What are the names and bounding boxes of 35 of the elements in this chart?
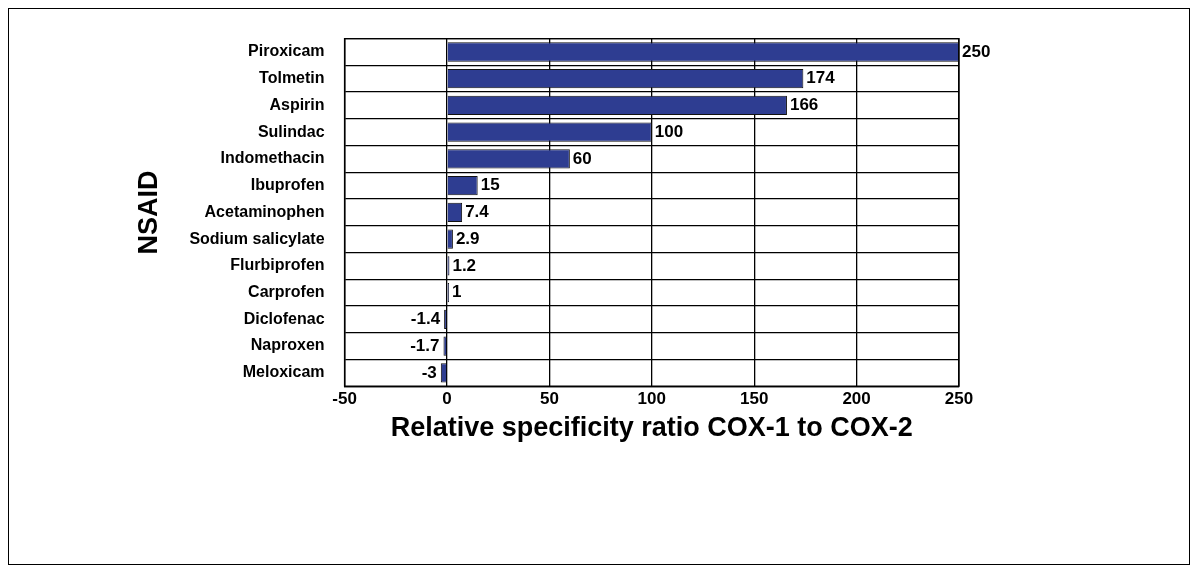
y-tick-label: Piroxicam (248, 42, 325, 60)
data-label: -1.4 (410, 309, 441, 329)
y-tick-label: Tolmetin (259, 69, 325, 87)
x-axis-title: Relative specificity ratio COX-1 to COX-2 (390, 412, 913, 443)
data-label: 166 (789, 95, 819, 115)
y-tick-label: Flurbiprofen (230, 256, 325, 274)
data-label: 60 (572, 148, 592, 168)
y-tick-label: Naproxen (250, 336, 325, 354)
y-tick-label: Sulindac (257, 122, 325, 140)
data-label: -1.7 (410, 335, 440, 355)
y-tick-label: Sodium salicylate (189, 229, 325, 247)
y-tick-label: Acetaminophen (204, 202, 325, 220)
data-label: 15 (480, 175, 500, 195)
y-tick-label: Carprofen (248, 283, 325, 301)
data-label: 250 (962, 41, 991, 61)
data-label: 2.9 (455, 228, 480, 248)
data-label: 7.4 (465, 202, 490, 222)
x-tick-label: 250 (944, 389, 974, 409)
x-tick-label: 50 (539, 389, 559, 409)
x-tick-label: -50 (332, 389, 357, 409)
data-label: 1.2 (452, 255, 477, 275)
data-label: 1 (452, 282, 462, 302)
y-tick-label: Meloxicam (242, 363, 325, 381)
data-label: -3 (421, 362, 437, 382)
y-axis-title: NSAID (132, 170, 163, 255)
y-tick-label: Aspirin (269, 95, 325, 113)
y-tick-label: Indomethacin (220, 149, 325, 167)
x-tick-label: 200 (842, 389, 871, 409)
x-tick-label: 100 (637, 389, 666, 409)
data-label: 174 (806, 68, 836, 88)
y-tick-label: Ibuprofen (250, 176, 325, 194)
x-tick-label: 150 (740, 389, 769, 409)
x-tick-label: 0 (442, 389, 452, 409)
data-label: 100 (654, 121, 684, 141)
y-tick-label: Diclofenac (243, 309, 325, 327)
